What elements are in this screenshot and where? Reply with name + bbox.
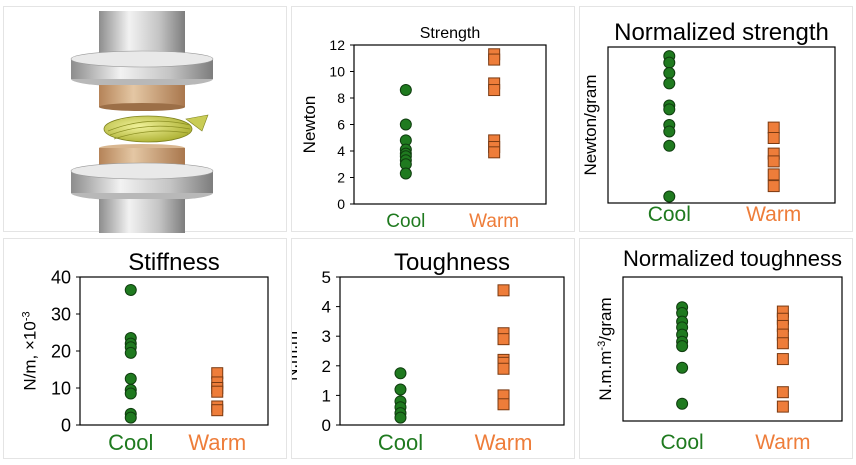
cool-point — [676, 340, 689, 353]
cool-point — [663, 103, 676, 116]
y-tick-label: 0 — [61, 415, 71, 435]
warm-point — [767, 121, 780, 134]
plot-frame — [353, 44, 547, 205]
y-tick-label: 3 — [322, 327, 331, 346]
cool-point — [663, 125, 676, 138]
cool-point — [399, 84, 412, 97]
chart-title: Normalized strength — [614, 19, 829, 46]
normalized-toughness-chart: Normalized toughness N.m.m-3/gram Cool Warm — [596, 246, 843, 454]
y-tick-label: 5 — [322, 268, 331, 287]
warm-point — [488, 146, 501, 159]
warm-point — [488, 53, 501, 66]
normalized-toughness-panel: Normalized toughness N.m.m-3/gram Cool Warm — [579, 238, 853, 459]
y-tick-label: 10 — [51, 378, 71, 398]
y-tick-label: 8 — [337, 90, 345, 106]
warm-point — [767, 168, 780, 181]
warm-point — [776, 386, 789, 399]
y-axis-label: N.m.m-3 — [292, 321, 301, 381]
y-tick-label: 6 — [337, 116, 345, 132]
warm-point — [211, 385, 224, 398]
cool-point — [663, 67, 676, 79]
warm-point — [497, 284, 510, 297]
chart-title: Toughness — [394, 249, 510, 276]
warm-point — [776, 353, 789, 366]
toughness-chart: Toughness 0 1 2 3 4 5 N.m.m-3 Cool Warm — [282, 249, 565, 455]
category-label-warm: Warm — [188, 430, 246, 455]
cool-point — [663, 139, 676, 152]
illustration-panel — [3, 6, 287, 233]
strength-chart: Strength 0 2 4 6 8 10 12 Newton Cool Warm — [300, 25, 547, 232]
category-label-warm: Warm — [746, 203, 801, 226]
category-label-warm: Warm — [755, 431, 810, 454]
y-tick-label: 2 — [322, 357, 331, 376]
stiffness-panel: Stiffness 0 10 20 30 40 N/m, ×10-3 Cool Warm — [3, 238, 287, 459]
y-axis-label: Newton — [300, 96, 319, 154]
warm-point — [211, 404, 224, 417]
cool-point — [676, 361, 689, 374]
category-label-cool: Cool — [108, 430, 153, 455]
warm-point — [767, 180, 780, 193]
cool-point — [394, 383, 407, 396]
category-label-warm: Warm — [475, 430, 533, 455]
y-tick-label: 4 — [322, 298, 331, 317]
normalized-strength-chart: Normalized strength Newton/gram Cool Warm — [581, 19, 836, 226]
cool-point — [399, 118, 412, 131]
plot-frame — [622, 276, 843, 422]
warm-point — [497, 362, 510, 375]
y-tick-label: 0 — [337, 196, 345, 212]
warm-point — [776, 400, 789, 413]
cool-point — [124, 387, 137, 400]
y-tick-label: 1 — [322, 386, 331, 405]
y-tick-label: 0 — [322, 416, 331, 435]
plot-frame — [79, 276, 269, 426]
shell-icon — [103, 114, 209, 143]
y-axis-label: Newton/gram — [581, 74, 600, 175]
warm-point — [776, 337, 789, 350]
cool-point — [663, 190, 676, 203]
lower-sponge — [99, 148, 185, 168]
y-tick-label: 2 — [337, 169, 345, 185]
category-label-cool: Cool — [661, 431, 704, 454]
chart-title: Stiffness — [128, 249, 220, 276]
cool-point — [124, 346, 137, 359]
plot-frame — [607, 46, 836, 204]
plot-frame — [339, 276, 565, 426]
y-axis-label: N.m.m-3/gram — [596, 297, 615, 400]
y-tick-label: 10 — [329, 63, 345, 79]
y-tick-label: 40 — [51, 267, 71, 287]
cool-point — [124, 372, 137, 385]
y-axis-label: N/m, ×10-3 — [21, 311, 40, 390]
cool-point — [124, 283, 137, 296]
warm-point — [767, 132, 780, 144]
warm-point — [767, 155, 780, 168]
toughness-panel: Toughness 0 1 2 3 4 5 N.m.m-3 Cool Warm — [282, 238, 575, 459]
y-tick-label: 12 — [329, 37, 345, 53]
category-label-cool: Cool — [386, 211, 425, 232]
category-label-cool: Cool — [648, 203, 691, 226]
normalized-strength-panel: Normalized strength Newton/gram Cool Warm — [579, 6, 853, 232]
cool-point — [663, 77, 676, 90]
y-tick-label: 20 — [51, 341, 71, 361]
lower-rod — [99, 199, 185, 233]
upper-sponge — [99, 85, 185, 107]
cool-point — [394, 367, 407, 380]
chart-title: Strength — [420, 25, 480, 42]
compression-test-illustration — [70, 11, 214, 233]
y-tick-label: 30 — [51, 304, 71, 324]
chart-title: Normalized toughness — [623, 246, 842, 271]
warm-point — [497, 398, 510, 411]
cool-point — [663, 56, 676, 69]
y-tick-label: 4 — [337, 143, 345, 159]
category-label-cool: Cool — [378, 430, 423, 455]
warm-point — [488, 84, 501, 97]
category-label-warm: Warm — [469, 211, 519, 232]
stiffness-chart: Stiffness 0 10 20 30 40 N/m, ×10-3 Cool Warm — [21, 249, 269, 455]
cool-point — [399, 167, 412, 180]
cool-point — [394, 411, 407, 424]
strength-panel: Strength 0 2 4 6 8 10 12 Newton Cool Warm — [291, 6, 575, 232]
cool-point — [676, 397, 689, 410]
cool-point — [124, 411, 137, 424]
warm-point — [497, 333, 510, 346]
